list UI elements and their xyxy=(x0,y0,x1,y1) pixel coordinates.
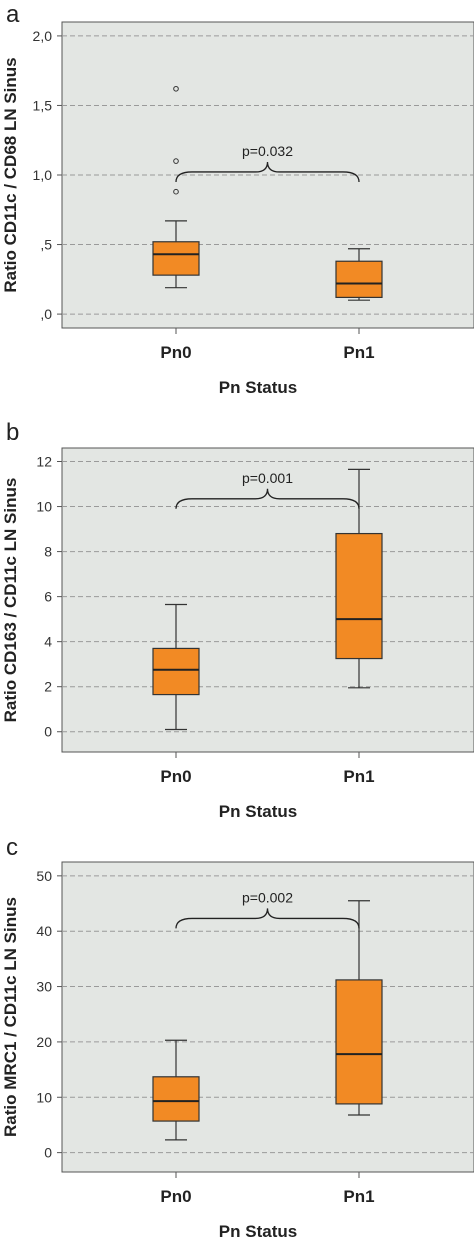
y-tick-label: 1,0 xyxy=(33,167,53,183)
y-tick-label: 10 xyxy=(36,1089,52,1105)
x-tick-label: Pn0 xyxy=(160,1187,191,1206)
y-tick-label: ,0 xyxy=(40,306,52,322)
y-tick-label: 1,5 xyxy=(33,97,53,113)
outlier-point xyxy=(173,85,179,92)
x-tick-label: Pn0 xyxy=(160,343,191,362)
box-body xyxy=(152,1076,200,1122)
box-body xyxy=(335,979,383,1105)
box-body xyxy=(152,241,200,276)
y-tick-label: 6 xyxy=(44,589,52,605)
plot-area xyxy=(61,21,474,329)
p-value-label: p=0.002 xyxy=(242,889,293,905)
y-tick-label: 50 xyxy=(36,868,52,884)
box-pn1 xyxy=(335,248,383,301)
significance-bracket xyxy=(175,161,360,183)
y-tick-label: 30 xyxy=(36,979,52,995)
outlier-point xyxy=(173,188,179,195)
box-pn0 xyxy=(152,603,200,731)
panel-letter: b xyxy=(6,419,19,446)
box-pn0 xyxy=(152,85,200,289)
x-tick-label: Pn1 xyxy=(343,1187,374,1206)
significance-bracket xyxy=(175,488,360,509)
y-tick-label: 10 xyxy=(36,499,52,515)
x-axis-title: Pn Status xyxy=(219,1222,297,1239)
y-tick-label: ,5 xyxy=(40,237,52,253)
y-tick-label: 0 xyxy=(44,724,52,740)
y-tick-label: 40 xyxy=(36,923,52,939)
outlier-point xyxy=(173,158,179,164)
y-tick-label: 12 xyxy=(36,454,52,470)
panel-letter: a xyxy=(6,1,20,28)
chart-panel-a: a ,0 ,5 1,0 1,5 2,0 Pn0 Pn1 p=0.032 Pn Status Rati… xyxy=(1,1,474,397)
box-body xyxy=(335,260,383,298)
y-tick-label: 0 xyxy=(44,1145,52,1161)
x-axis-title: Pn Status xyxy=(219,802,297,821)
box-body xyxy=(152,647,200,696)
x-tick-label: Pn0 xyxy=(160,767,191,786)
x-tick-label: Pn1 xyxy=(343,767,374,786)
significance-bracket xyxy=(175,908,360,929)
panel-letter: c xyxy=(6,834,18,861)
box-body xyxy=(335,532,383,660)
y-axis-title: Ratio MRC1 / CD11c LN Sinus xyxy=(1,897,20,1137)
y-axis-title: Ratio CD163 / CD11c LN Sinus xyxy=(1,478,20,723)
y-axis-title: Ratio CD11c / CD68 LN Sinus xyxy=(1,57,20,292)
box-pn1 xyxy=(335,900,383,1116)
y-tick-label: 4 xyxy=(44,634,52,650)
p-value-label: p=0.001 xyxy=(242,470,293,486)
chart-panel-c: c 0 10 20 30 40 50 Pn0 Pn1 p=0.002 Pn Status Ratio … xyxy=(1,834,474,1239)
box-pn1 xyxy=(335,468,383,689)
y-tick-label: 8 xyxy=(44,544,52,560)
p-value-label: p=0.032 xyxy=(242,143,293,159)
chart-panel-b: b 0 2 4 6 8 10 12 Pn0 Pn1 p=0.001 Pn Status Ratio CD… xyxy=(1,419,474,821)
y-tick-label: 20 xyxy=(36,1034,52,1050)
x-axis-title: Pn Status xyxy=(219,378,297,397)
box-pn0 xyxy=(152,1039,200,1141)
y-tick-label: 2 xyxy=(44,679,52,695)
y-tick-label: 2,0 xyxy=(33,28,53,44)
x-tick-label: Pn1 xyxy=(343,343,374,362)
plot-area xyxy=(61,447,474,753)
